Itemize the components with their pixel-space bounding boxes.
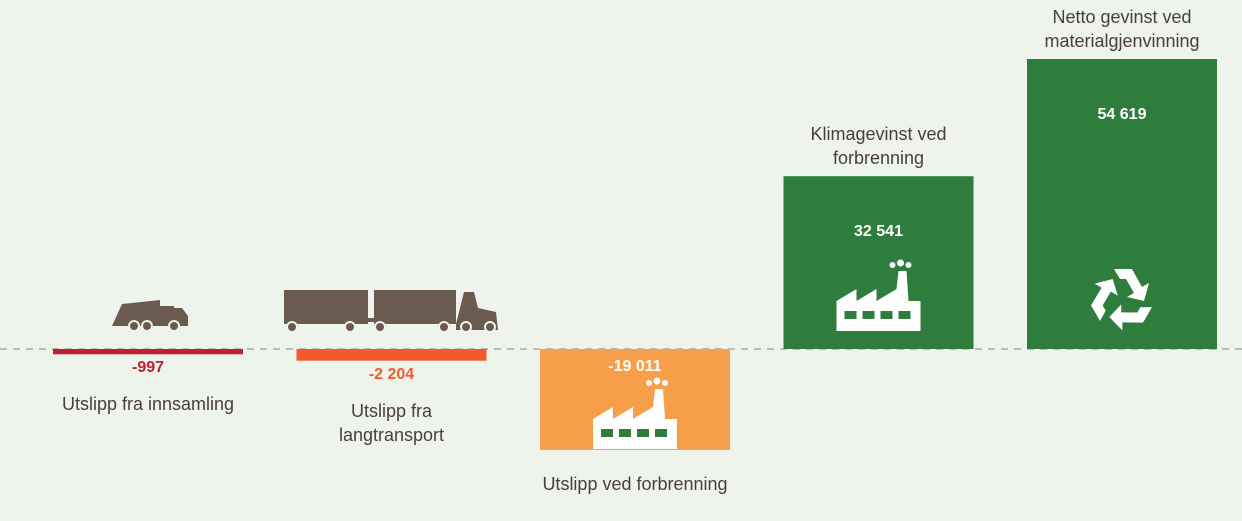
smoke bbox=[653, 377, 661, 385]
category-label: Klimagevinst ved forbrenning bbox=[810, 124, 947, 169]
bar bbox=[296, 349, 487, 361]
value-label: -19 011 bbox=[608, 358, 662, 375]
window bbox=[619, 429, 631, 437]
value-label: -2 204 bbox=[368, 365, 415, 383]
window bbox=[637, 429, 649, 437]
smoke bbox=[889, 262, 896, 268]
factory-icon bbox=[593, 377, 677, 449]
factory-icon bbox=[836, 259, 921, 331]
category-label: Netto gevinst ved materialgjenvinning bbox=[1044, 7, 1200, 51]
value-label: 54 619 bbox=[1097, 106, 1147, 123]
recycle-arrow bbox=[1091, 278, 1118, 321]
category-label: Utslipp fra innsamling bbox=[61, 394, 235, 415]
long-haul-truck-icon bbox=[284, 290, 498, 333]
window bbox=[655, 429, 667, 437]
value-label: -997 bbox=[131, 359, 165, 377]
category-label: Utslipp fra langtransport bbox=[338, 400, 445, 445]
window bbox=[898, 311, 911, 319]
window bbox=[601, 429, 613, 437]
smoke bbox=[905, 262, 912, 268]
garbage-truck-icon bbox=[112, 300, 188, 332]
bar bbox=[53, 349, 243, 355]
smoke bbox=[662, 380, 668, 386]
smoke bbox=[646, 380, 652, 386]
recycle-icon bbox=[1091, 269, 1152, 331]
window bbox=[862, 311, 875, 319]
value-label: 32 541 bbox=[854, 223, 903, 241]
window bbox=[844, 311, 857, 319]
bar bbox=[1027, 59, 1217, 349]
recycle-arrow bbox=[1109, 304, 1152, 331]
category-label: Utslipp ved forbrenning bbox=[542, 473, 728, 494]
smoke bbox=[897, 259, 904, 267]
window bbox=[880, 311, 893, 319]
recycle-arrow bbox=[1114, 269, 1149, 301]
